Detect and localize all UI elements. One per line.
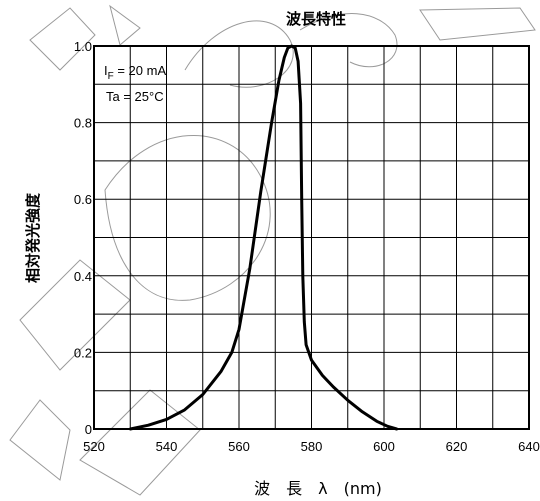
tick-labels: 520 540 560 580 600 620 640 0 0.2 0.4 0.6 0.8 1.0 bbox=[74, 39, 540, 454]
x-axis-label: 波 長 λ (nm) bbox=[254, 479, 382, 498]
y-tick-label: 0.2 bbox=[74, 345, 92, 360]
x-tick-label: 580 bbox=[301, 439, 323, 454]
y-tick-label: 1.0 bbox=[74, 39, 92, 54]
x-tick-label: 560 bbox=[228, 439, 250, 454]
y-axis-label: 相対発光強度 bbox=[24, 192, 42, 283]
x-tick-label: 540 bbox=[156, 439, 178, 454]
annotation-if: IF = 20 mA bbox=[104, 63, 166, 82]
x-tick-label: 520 bbox=[83, 439, 105, 454]
annotation-box: IF = 20 mA Ta = 25°C bbox=[104, 63, 166, 104]
grid bbox=[94, 46, 529, 429]
y-tick-label: 0.8 bbox=[74, 116, 92, 131]
annotation-ta: Ta = 25°C bbox=[106, 89, 164, 104]
y-tick-label: 0.6 bbox=[74, 192, 92, 207]
chart-title: 波長特性 bbox=[286, 10, 346, 28]
y-tick-label: 0.4 bbox=[74, 269, 92, 284]
y-tick-label: 0 bbox=[85, 422, 92, 437]
plot-frame bbox=[93, 45, 530, 430]
x-tick-label: 620 bbox=[446, 439, 468, 454]
plot-border bbox=[93, 45, 530, 430]
x-tick-label: 640 bbox=[518, 439, 540, 454]
x-tick-label: 600 bbox=[373, 439, 395, 454]
